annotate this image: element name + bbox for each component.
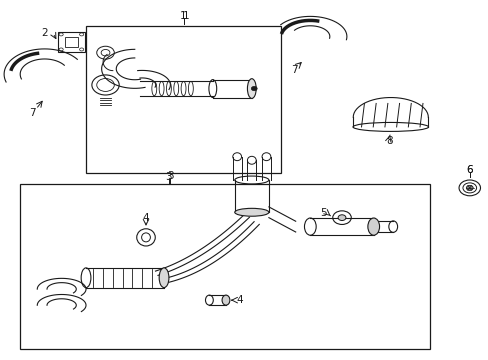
Ellipse shape [247, 79, 256, 98]
Ellipse shape [222, 295, 229, 305]
Ellipse shape [466, 185, 472, 190]
Ellipse shape [337, 215, 345, 221]
Text: 7: 7 [290, 64, 297, 75]
Bar [58, 32, 85, 52]
Text: 8: 8 [385, 136, 392, 146]
Ellipse shape [234, 208, 268, 216]
Text: 2: 2 [41, 28, 48, 38]
Bar [64, 37, 78, 47]
Text: 5: 5 [319, 208, 326, 218]
Text: 1: 1 [180, 11, 186, 21]
Ellipse shape [159, 268, 168, 288]
Text: 1: 1 [183, 11, 189, 21]
Bar [86, 26, 281, 173]
Text: 6: 6 [466, 165, 472, 175]
Bar [20, 184, 429, 348]
Text: 6: 6 [466, 165, 472, 175]
Text: 7: 7 [29, 108, 36, 118]
Circle shape [251, 86, 257, 91]
Text: 4: 4 [142, 213, 149, 222]
Text: 3: 3 [165, 172, 172, 182]
Text: 3: 3 [167, 171, 173, 181]
Text: 4: 4 [236, 295, 243, 305]
Ellipse shape [367, 218, 379, 235]
